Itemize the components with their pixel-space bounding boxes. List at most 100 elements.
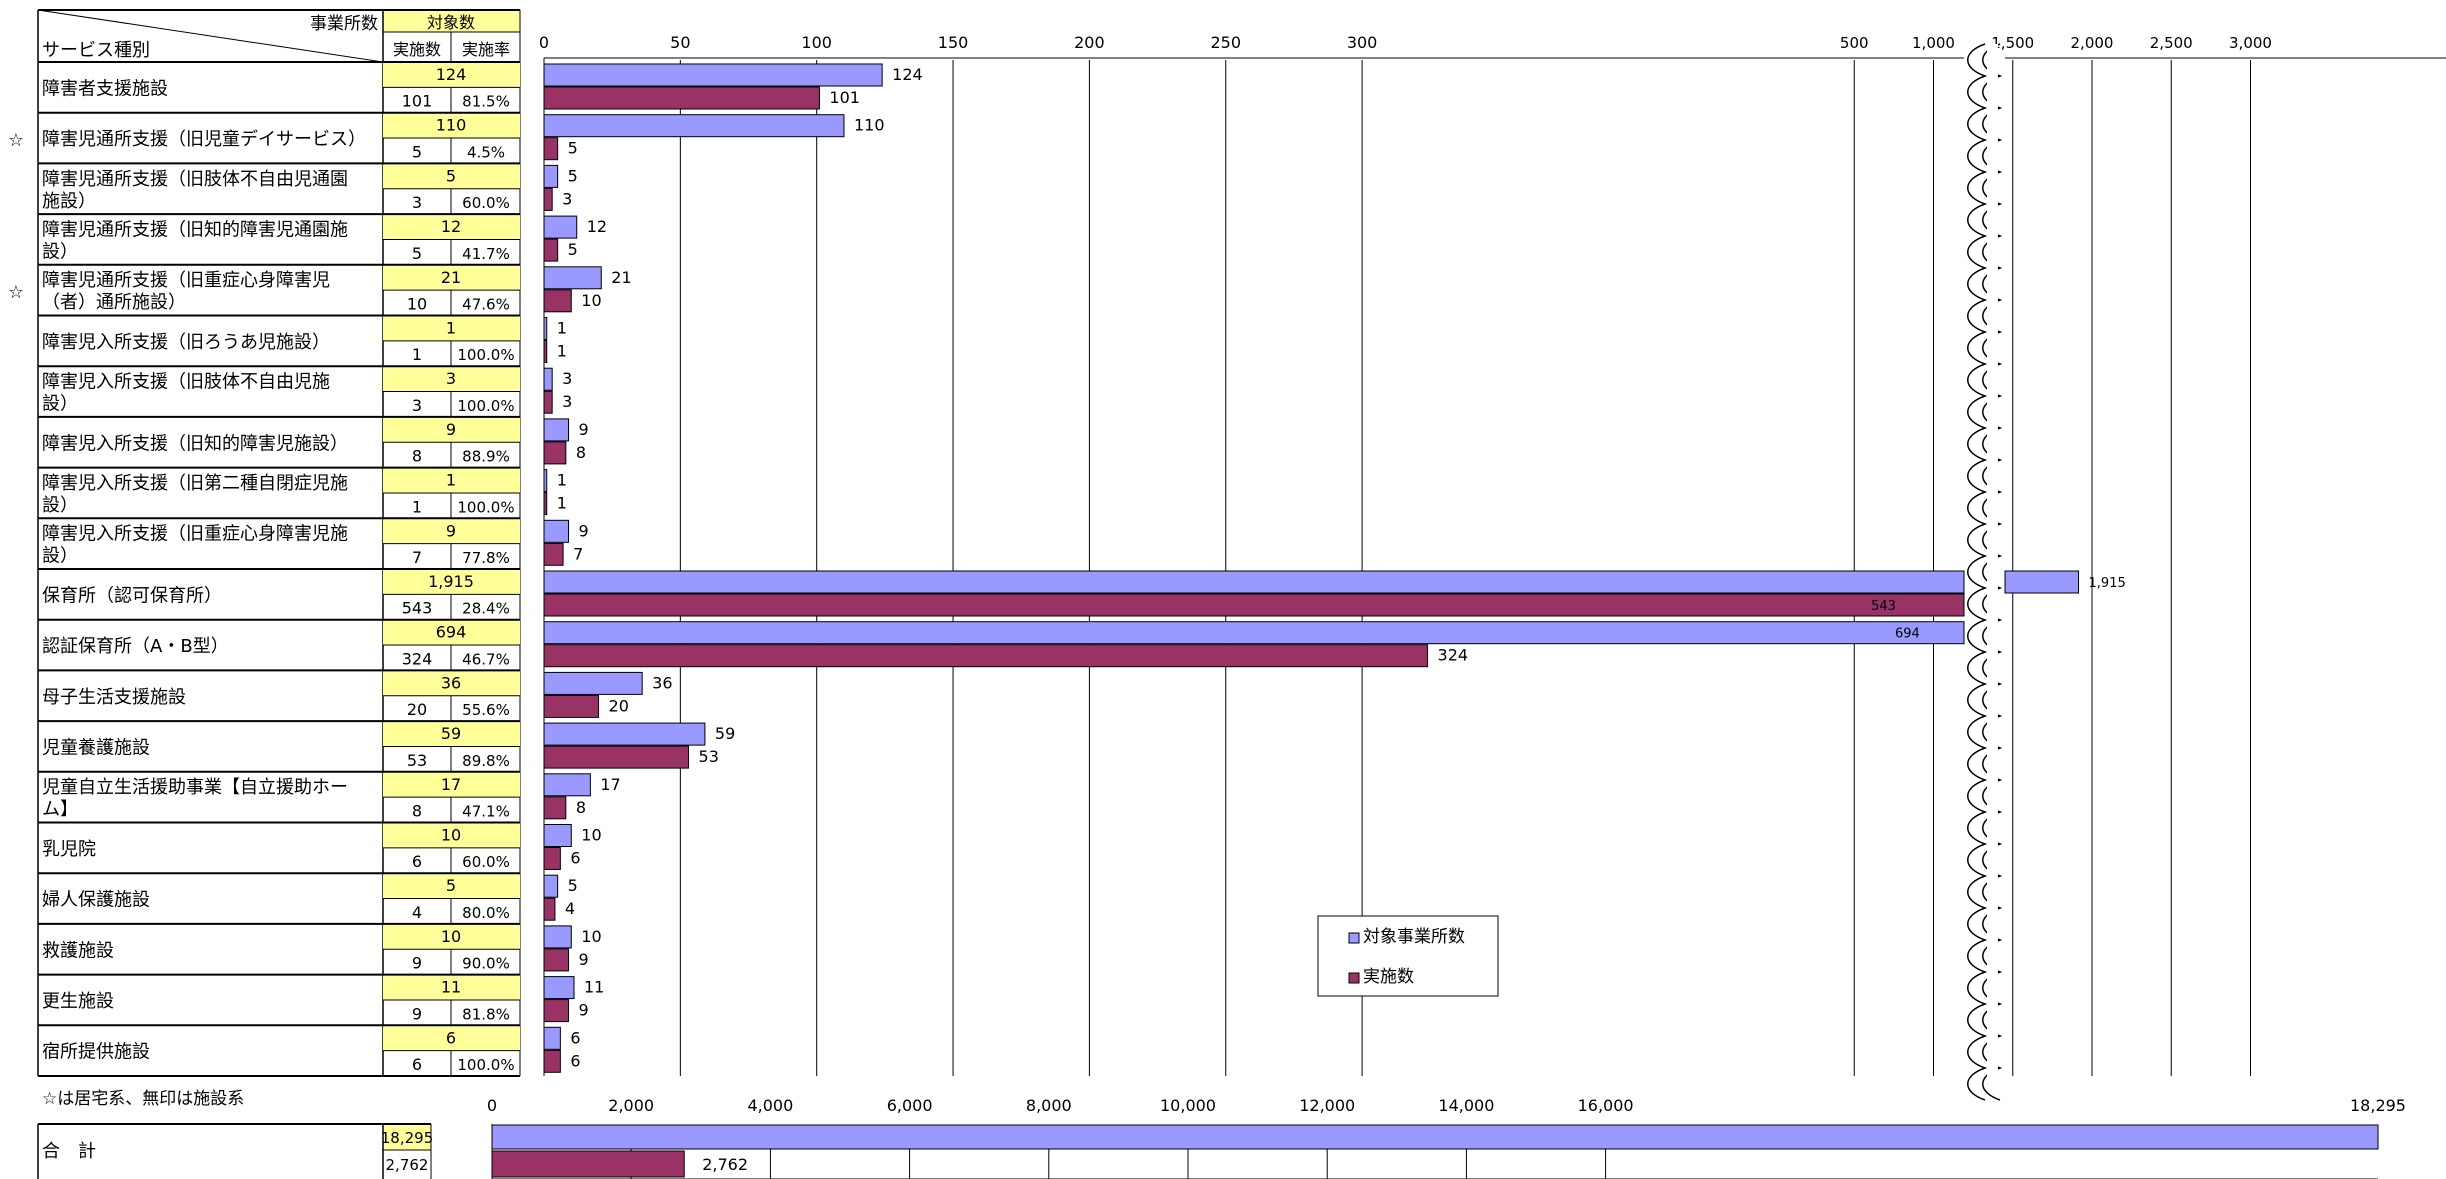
header-rate-label: 実施率 <box>462 40 510 59</box>
done-rate-value: 55.6% <box>462 701 510 719</box>
service-name-label: 保育所（認可保育所） <box>42 585 222 606</box>
done-rate-value: 88.9% <box>462 448 510 466</box>
done-bar <box>543 492 548 516</box>
total-target-cell <box>383 1125 431 1150</box>
done-bar <box>543 187 553 211</box>
done-bar-label: 53 <box>699 747 719 766</box>
done-bar-label: 8 <box>576 798 586 817</box>
done-count-value: 9 <box>412 1004 422 1023</box>
header-done-label: 実施数 <box>393 40 441 59</box>
service-name-label: 更生施設 <box>42 991 114 1012</box>
target-bar-label: 9 <box>579 521 589 540</box>
target-count-value: 10 <box>441 927 461 946</box>
total-done-value: 2,762 <box>386 1156 429 1174</box>
done-count-value: 101 <box>402 92 433 111</box>
target-count-cell <box>383 417 520 443</box>
done-count-value: 6 <box>412 852 422 871</box>
x-tick-label: 500 <box>1840 34 1869 52</box>
target-bar-label: 5 <box>568 876 578 895</box>
target-count-cell <box>383 772 520 798</box>
done-bar <box>543 289 572 313</box>
x-tick-label: 3,000 <box>2229 34 2272 52</box>
service-name-label: ム】 <box>42 799 78 820</box>
axis-break-wave-1 <box>1967 43 1988 1101</box>
x-tick-label: 300 <box>1347 33 1378 52</box>
target-count-cell <box>383 722 520 747</box>
total-x-tick-label: 0 <box>487 1096 497 1115</box>
done-bar <box>543 137 559 161</box>
done-rate-value: 46.7% <box>462 650 510 668</box>
done-rate-value: 60.0% <box>462 853 510 871</box>
target-count-value: 9 <box>446 420 456 439</box>
service-name-label: 設） <box>42 394 78 415</box>
target-count-value: 21 <box>441 268 461 287</box>
done-bar <box>543 441 567 465</box>
legend-swatch-target <box>1348 932 1360 944</box>
target-count-cell <box>383 316 520 341</box>
header-service-label: サービス種別 <box>42 40 150 61</box>
done-count-value: 3 <box>412 396 422 415</box>
total-x-tick-label: 14,000 <box>1438 1096 1494 1115</box>
target-bar-label: 110 <box>854 116 885 135</box>
done-bar-label: 6 <box>570 1051 580 1070</box>
done-rate-value: 60.0% <box>462 194 510 212</box>
target-bar <box>543 114 845 138</box>
done-count-value: 3 <box>412 193 422 212</box>
done-count-value: 10 <box>407 295 427 314</box>
done-bar <box>543 593 1965 617</box>
total-x-tick-label: 12,000 <box>1299 1096 1355 1115</box>
done-bar-label: 6 <box>570 849 580 868</box>
target-count-cell <box>383 1026 520 1051</box>
target-count-cell <box>383 63 520 88</box>
done-rate-value: 47.6% <box>462 296 510 314</box>
target-count-cell <box>383 620 520 646</box>
target-bar-label: 1,915 <box>2089 576 2126 591</box>
target-bar <box>543 367 553 391</box>
target-count-cell <box>383 164 520 189</box>
done-bar-label: 10 <box>581 291 601 310</box>
target-bar <box>543 266 602 290</box>
done-rate-value: 90.0% <box>462 955 510 973</box>
done-bar <box>543 694 600 718</box>
target-count-value: 694 <box>436 623 467 642</box>
target-bar-label: 12 <box>587 217 607 236</box>
target-bar-label: 3 <box>562 369 572 388</box>
target-count-cell <box>383 874 520 899</box>
total-x-tick-label: 6,000 <box>887 1096 933 1115</box>
target-bar-label: 17 <box>600 775 620 794</box>
done-bar <box>543 745 690 769</box>
done-bar <box>543 796 567 820</box>
target-count-cell <box>383 265 520 291</box>
target-count-value: 10 <box>441 826 461 845</box>
target-bar <box>543 1026 561 1050</box>
legend-label-target: 対象事業所数 <box>1363 927 1465 947</box>
target-bar-label: 11 <box>584 978 604 997</box>
service-name-label: 障害児入所支援（旧肢体不自由児施 <box>42 372 330 393</box>
target-bar-label: 10 <box>581 927 601 946</box>
target-bar-label: 694 <box>1895 627 1920 642</box>
target-bar-label: 10 <box>581 826 601 845</box>
service-name-label: 乳児院 <box>42 839 96 860</box>
target-bar-label: 124 <box>892 65 923 84</box>
x-tick-label: 2,000 <box>2071 34 2114 52</box>
target-bar <box>543 722 706 746</box>
done-bar <box>543 897 556 921</box>
done-count-value: 20 <box>407 700 427 719</box>
done-bar-label: 4 <box>565 899 575 918</box>
service-name-label: 設） <box>42 495 78 516</box>
service-name-label: 児童養護施設 <box>42 737 150 758</box>
service-name-label: 設） <box>42 241 78 262</box>
done-bar-label: 101 <box>829 88 860 107</box>
done-rate-value: 100.0% <box>457 346 514 364</box>
done-bar-label: 5 <box>568 139 578 158</box>
service-name-label: 設） <box>42 546 78 567</box>
target-bar-label: 6 <box>570 1028 580 1047</box>
target-bar <box>543 621 1965 645</box>
header-target-label: 対象数 <box>427 13 475 32</box>
axis-break-wave-2 <box>1982 43 2003 1101</box>
done-bar-label: 324 <box>1438 646 1469 665</box>
total-x-tick-label: 8,000 <box>1026 1096 1072 1115</box>
done-count-value: 543 <box>402 599 433 618</box>
done-count-value: 53 <box>407 751 427 770</box>
done-bar <box>543 847 561 870</box>
